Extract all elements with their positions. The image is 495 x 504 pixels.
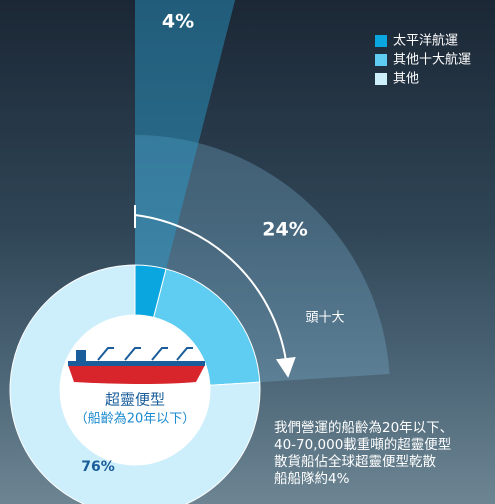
paragraph-line: 40-70,000載重噸的超靈便型 [274,437,495,454]
paragraph: 我們營運的船齡為20年以下、40-70,000載重噸的超靈便型散貨船佔全球超靈便… [274,420,495,488]
paragraph-line: 我們營運的船齡為20年以下、 [274,420,495,437]
legend-label: 其他 [393,72,419,87]
top-ten-value: 24% [262,219,307,241]
value-label: 4% [162,11,194,33]
top-ten-label: 頭十大 [305,311,344,326]
paragraph-line: 船船隊約4% [274,471,495,488]
center-sublabel: （船齡為20年以下） [75,411,196,427]
legend-swatch [375,54,387,66]
legend-swatch [375,35,387,47]
center-label: 超靈便型 [105,391,165,409]
paragraph-line: 散貨船佔全球超靈便型乾散 [274,454,495,471]
page: 超靈便型 （船齡為20年以下） 4% 24% 頭十大 76% 太平洋航運其他十大… [0,0,495,504]
legend-swatch [375,73,387,85]
legend-label: 其他十大航運 [393,52,471,68]
legend-label: 太平洋航運 [393,33,458,49]
value-label: 76% [81,459,115,475]
